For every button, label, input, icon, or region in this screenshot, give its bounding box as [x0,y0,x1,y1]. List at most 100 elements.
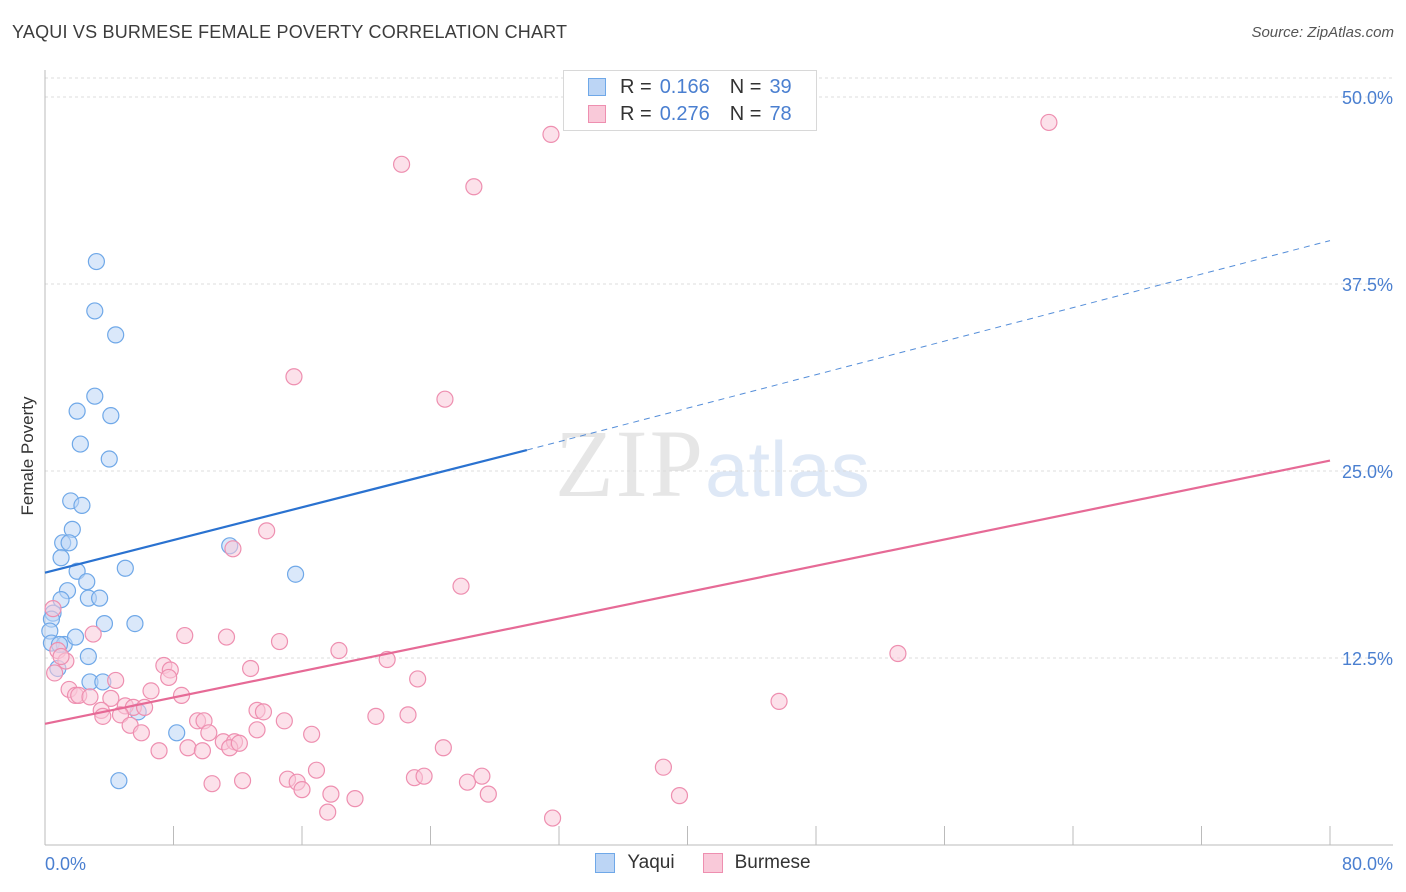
burmese-point [465,178,483,196]
burmese-point [200,724,218,742]
correlation-legend: R = 0.166 N = 39 R = 0.276 N = 78 [563,70,817,131]
burmese-point [458,773,477,791]
watermark-zip: ZIP [555,410,705,517]
legend-n-key: N = [729,102,762,125]
yaqui-point [91,589,109,607]
burmese-point [415,767,433,785]
burmese-point [160,668,178,687]
yaqui-point [107,326,125,344]
legend-label-burmese: Burmese [734,852,811,873]
yaqui-point [68,402,86,420]
burmese-point [254,703,273,721]
yaqui-legend-swatch [595,853,616,873]
burmese-point [52,647,70,666]
burmese-point [303,725,321,743]
burmese-point [270,632,289,651]
yaqui-point [60,534,78,552]
legend-n-value: 78 [769,102,792,125]
legend-row-burmese: R = 0.276 N = 78 [588,102,792,126]
yaqui-point [102,407,120,425]
burmese-point [452,577,470,595]
burmese-point [107,671,125,690]
yaqui-point [116,559,134,577]
burmese-point [1040,113,1058,132]
y-tick-label: 50.0% [1342,88,1393,108]
burmese-point [307,761,326,779]
burmese-point [367,707,385,725]
yaqui-trendline [44,448,528,574]
burmese-point [542,125,560,143]
burmese-point [654,758,673,776]
legend-r-key: R = [620,102,652,125]
burmese-point [436,390,454,408]
burmese-point [275,712,293,730]
burmese-point [293,781,311,799]
yaqui-point [100,450,118,468]
burmese-point [322,785,340,803]
burmese-point [44,600,62,618]
burmese-point [150,742,168,760]
burmese-swatch [588,105,606,123]
burmese-point [473,767,491,785]
burmese-point [233,772,252,790]
burmese-point [479,785,497,803]
source-label[interactable]: Source: ZipAtlas.com [1251,24,1394,41]
burmese-point [258,522,276,540]
chart-title: YAQUI VS BURMESE FEMALE POVERTY CORRELAT… [12,22,568,42]
burmese-point [330,641,348,660]
burmese-point [770,692,788,710]
burmese-trendline [44,459,1331,725]
legend-r-key: R = [620,75,652,98]
yaqui-point [73,496,91,515]
yaqui-point [52,549,70,567]
yaqui-point [110,772,128,790]
burmese-point [399,706,417,724]
yaqui-point [66,628,85,646]
legend-r-value: 0.166 [659,75,710,98]
burmese-point [142,682,160,700]
watermark: ZIPatlas [555,408,870,519]
burmese-point [319,803,337,821]
burmese-point [543,809,562,827]
burmese-point [670,787,689,805]
burmese-point [346,790,364,808]
series-legend: Yaqui Burmese [0,852,1406,874]
legend-label-yaqui: Yaqui [627,852,675,873]
watermark-atlas: atlas [705,425,870,513]
burmese-point [230,734,248,752]
legend-item-burmese[interactable]: Burmese [702,852,811,874]
burmese-point [193,742,212,760]
yaqui-point [95,614,114,633]
legend-r-value: 0.276 [659,102,710,125]
burmese-point [224,540,242,558]
yaqui-point [87,252,106,271]
burmese-point [46,664,64,682]
burmese-point [434,739,452,757]
yaqui-point [168,724,186,742]
yaqui-swatch [588,78,606,96]
legend-n-value: 39 [769,75,792,98]
yaqui-point [86,387,104,405]
yaqui-point [71,435,89,453]
y-tick-label: 37.5% [1342,275,1393,295]
legend-n-key: N = [729,75,762,98]
burmese-point [176,626,194,645]
burmese-point [242,659,260,678]
yaqui-point [78,573,96,591]
legend-row-yaqui: R = 0.166 N = 39 [588,75,792,99]
legend-item-yaqui[interactable]: Yaqui [595,852,675,874]
burmese-point [392,155,411,173]
yaqui-trendline-extension [526,240,1331,451]
burmese-point [81,688,99,706]
yaqui-point [86,302,104,320]
y-tick-label: 25.0% [1342,462,1393,482]
burmese-point [102,689,120,707]
x-tick-label: 80.0% [1342,854,1393,874]
burmese-point [409,670,427,688]
burmese-point [248,721,266,739]
burmese-point [179,739,197,757]
burmese-legend-swatch [702,853,723,873]
burmese-point [132,724,150,742]
yaqui-point [79,647,97,666]
